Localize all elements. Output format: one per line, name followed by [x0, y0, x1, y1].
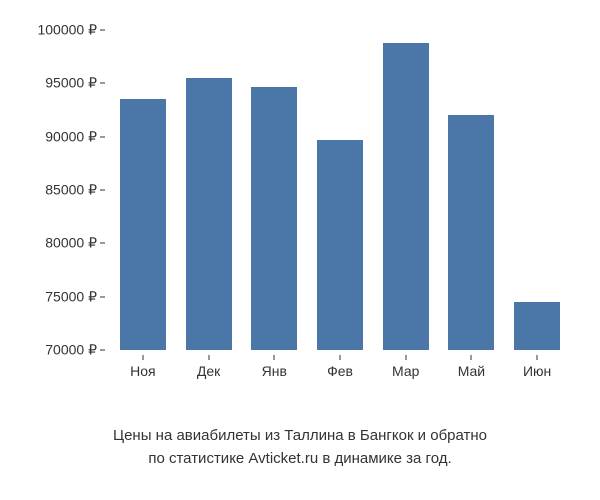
- y-tick-mark: [100, 136, 105, 137]
- x-tick-mark: [405, 355, 406, 360]
- price-chart: 70000 ₽ 75000 ₽ 80000 ₽ 85000 ₽ 90000 ₽ 95000…: [20, 20, 580, 400]
- caption-line-2: по статистике Avticket.ru в динамике за …: [0, 448, 600, 471]
- bar: [186, 78, 232, 350]
- x-axis: Ноя Дек Янв Фев Мар Май Июн: [110, 355, 570, 395]
- x-tick-label: Янв: [262, 363, 287, 379]
- bar: [514, 302, 560, 350]
- x-tick-label: Ноя: [130, 363, 155, 379]
- x-tick-label: Май: [458, 363, 485, 379]
- bar: [120, 99, 166, 350]
- y-tick-label: 80000 ₽: [45, 235, 97, 252]
- y-tick-mark: [100, 190, 105, 191]
- y-tick-label: 90000 ₽: [45, 128, 97, 145]
- y-axis: 70000 ₽75000 ₽80000 ₽85000 ₽90000 ₽95000…: [20, 30, 105, 350]
- y-tick-mark: [100, 30, 105, 31]
- y-tick-label: 95000 ₽: [45, 75, 97, 92]
- x-tick-mark: [340, 355, 341, 360]
- x-tick-label: Дек: [197, 363, 220, 379]
- plot-area: [110, 30, 570, 350]
- bar: [317, 140, 363, 350]
- y-tick-mark: [100, 83, 105, 84]
- y-tick-mark: [100, 350, 105, 351]
- y-tick-mark: [100, 243, 105, 244]
- x-tick-mark: [274, 355, 275, 360]
- chart-caption: Цены на авиабилеты из Таллина в Бангкок …: [0, 425, 600, 470]
- bar: [251, 87, 297, 350]
- bar: [383, 43, 429, 350]
- y-tick-mark: [100, 296, 105, 297]
- y-tick-label: 85000 ₽: [45, 182, 97, 199]
- x-tick-label: Июн: [523, 363, 551, 379]
- x-tick-label: Мар: [392, 363, 419, 379]
- caption-line-1: Цены на авиабилеты из Таллина в Бангкок …: [0, 425, 600, 448]
- x-tick-mark: [208, 355, 209, 360]
- x-tick-mark: [142, 355, 143, 360]
- y-tick-label: 75000 ₽: [45, 288, 97, 305]
- bar: [448, 115, 494, 350]
- x-tick-label: Фев: [327, 363, 353, 379]
- x-tick-mark: [537, 355, 538, 360]
- y-tick-label: 100000 ₽: [37, 22, 97, 39]
- y-tick-label: 70000 ₽: [45, 342, 97, 359]
- x-tick-mark: [471, 355, 472, 360]
